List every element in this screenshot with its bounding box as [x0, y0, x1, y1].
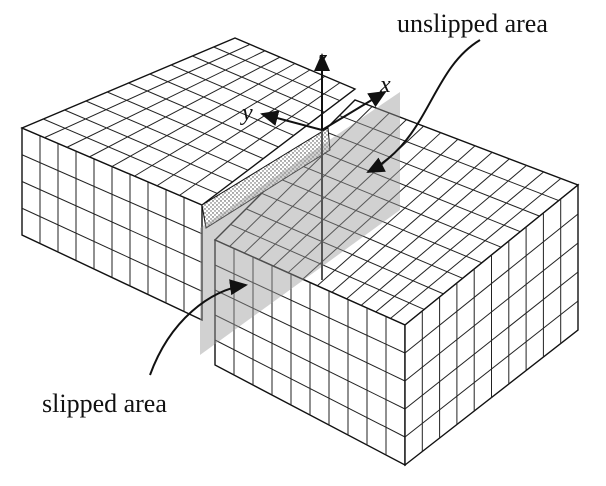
- grid-line: [89, 56, 281, 158]
- grid-line: [21, 181, 203, 263]
- grid-line: [179, 82, 341, 196]
- grid-line: [245, 208, 444, 295]
- grid-line: [316, 145, 476, 287]
- unslipped-label: unslipped area: [397, 9, 548, 38]
- grid-line: [287, 132, 442, 274]
- grid-line: [214, 314, 406, 410]
- slipped-label: slipped area: [42, 389, 167, 418]
- grid-line: [323, 130, 540, 217]
- grid-line: [261, 192, 463, 279]
- grid-line: [214, 289, 406, 382]
- slipped-arrow: [149, 279, 248, 376]
- grid-line: [156, 75, 326, 187]
- x-axis: [321, 90, 387, 131]
- grid-line: [308, 146, 521, 233]
- grid-line: [292, 161, 502, 248]
- grid-line: [229, 106, 373, 247]
- grid-line: [111, 63, 296, 167]
- grid-line: [21, 207, 203, 292]
- grid-line: [277, 177, 483, 264]
- grid-line: [404, 271, 579, 410]
- fault-plane: [200, 92, 400, 355]
- y-axis: [260, 110, 323, 131]
- grid-line: [21, 154, 203, 235]
- grid-line: [230, 223, 425, 310]
- grid-line: [339, 115, 559, 202]
- fault-step: [201, 127, 331, 229]
- grid-line: [243, 112, 390, 254]
- x-label: x: [379, 72, 391, 98]
- grid-line: [346, 158, 510, 300]
- grid-line: [214, 339, 406, 438]
- grid-line: [66, 50, 266, 148]
- y-label: y: [240, 100, 253, 126]
- z-label: z: [317, 46, 328, 72]
- grid-line: [258, 119, 407, 260]
- grid-line: [331, 151, 493, 293]
- grid-line: [375, 171, 545, 313]
- unslipped-arrow: [366, 39, 481, 173]
- grid-line: [302, 138, 459, 280]
- grid-line: [390, 178, 562, 319]
- grid-line: [404, 242, 579, 382]
- grid-line: [404, 213, 579, 354]
- left-top-face: [20, 37, 357, 206]
- grid-line: [134, 69, 311, 177]
- grid-line: [44, 43, 251, 139]
- grid-line: [404, 300, 579, 438]
- grid-line: [360, 165, 527, 306]
